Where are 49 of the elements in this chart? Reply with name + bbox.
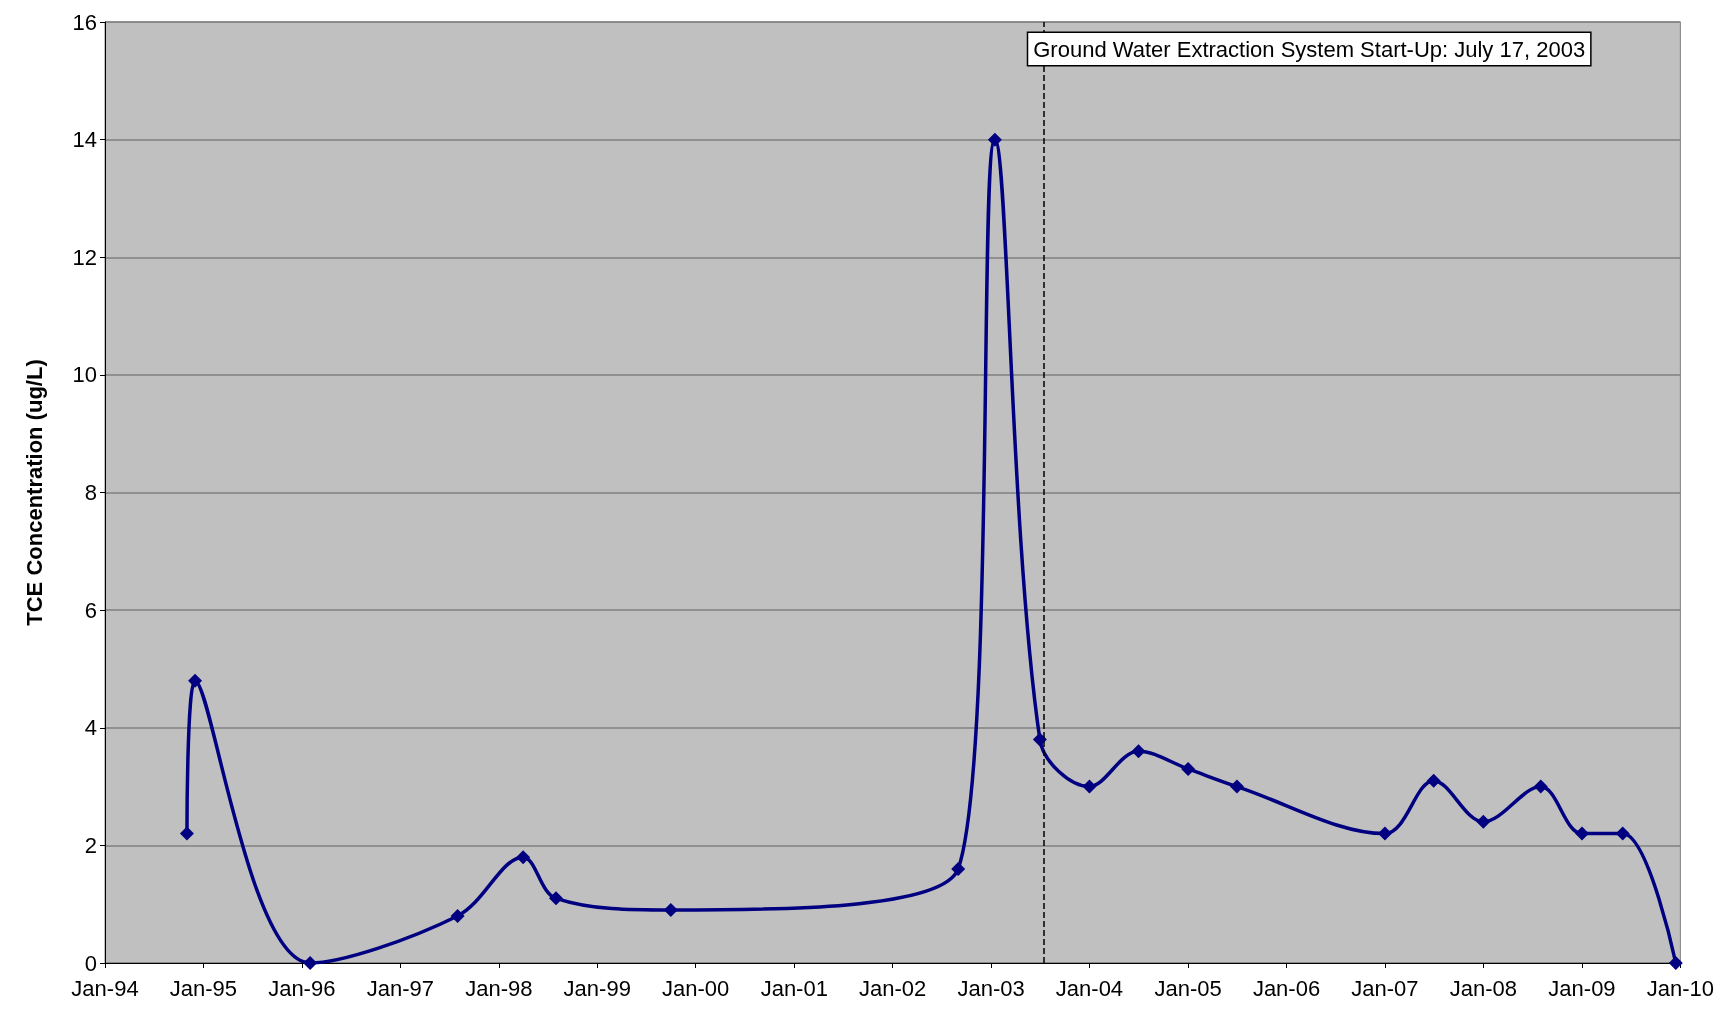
x-tick-label: Jan-07 <box>1351 975 1419 1001</box>
x-tick-label: Jan-00 <box>661 975 730 1001</box>
y-tick-label: 0 <box>84 950 97 976</box>
point <box>1181 761 1196 776</box>
point <box>450 908 465 923</box>
point <box>1082 779 1097 794</box>
point <box>1377 826 1392 841</box>
y-tick-label: 4 <box>84 715 97 741</box>
point <box>987 132 1002 147</box>
x-tick-label: Jan-01 <box>760 975 828 1001</box>
x-tick-label: Jan-06 <box>1252 975 1321 1001</box>
x-tick-label: Jan-97 <box>366 975 435 1001</box>
point <box>1131 744 1146 759</box>
point <box>1426 773 1441 788</box>
ref-line-label: Ground Water Extraction System Start-Up: July 17, 2003 <box>1033 36 1586 62</box>
point <box>188 673 203 688</box>
y-tick-label: 8 <box>84 480 97 505</box>
y-tick-label: 16 <box>72 9 97 35</box>
y-tick-label: 14 <box>72 127 97 153</box>
point <box>1229 779 1244 794</box>
point <box>548 891 563 906</box>
point <box>663 903 678 918</box>
y-tick-label: 6 <box>84 597 97 623</box>
x-tick-label: Jan-02 <box>859 975 927 1001</box>
x-tick-label: Jan-10 <box>1646 975 1715 1001</box>
point <box>1574 826 1589 841</box>
y-tick-label: 10 <box>72 362 97 388</box>
point <box>1668 956 1683 970</box>
x-tick-label: Jan-98 <box>465 975 533 1001</box>
x-tick-label: Jan-03 <box>957 975 1025 1001</box>
x-tick-label: Jan-96 <box>268 975 336 1001</box>
point <box>179 826 194 841</box>
y-axis-title: TCE Concentration (ug/L) <box>21 359 47 626</box>
point <box>516 850 531 865</box>
point <box>951 861 966 876</box>
x-tick-label: Jan-99 <box>563 975 631 1001</box>
x-tick-label: Jan-04 <box>1055 975 1124 1001</box>
x-tick-label: Jan-09 <box>1548 975 1616 1001</box>
point <box>1533 779 1548 794</box>
x-tick-label: Jan-05 <box>1154 975 1222 1001</box>
x-tick-label: Jan-08 <box>1449 975 1517 1001</box>
point <box>1615 826 1630 841</box>
y-tick-label: 2 <box>84 832 97 858</box>
x-tick-label: Jan-95 <box>169 975 238 1001</box>
point <box>303 956 318 970</box>
x-tick-label: Jan-94 <box>71 975 139 1001</box>
y-tick-label: 12 <box>72 244 97 270</box>
point <box>1032 732 1047 747</box>
point <box>1476 814 1491 829</box>
